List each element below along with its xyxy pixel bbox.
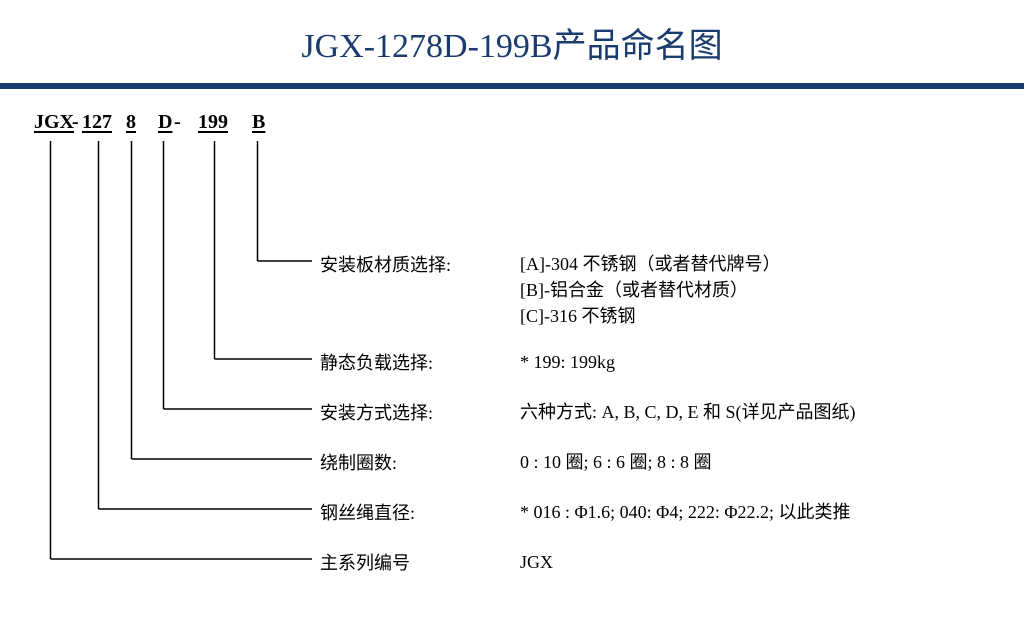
code-segment: 127	[82, 111, 112, 133]
value-line: JGX	[520, 549, 553, 575]
naming-diagram: JGX-1278D-199B 安装板材质选择:[A]-304 不锈钢（或者替代牌…	[0, 89, 1024, 609]
code-segment: 8	[126, 111, 136, 133]
value-line: * 016 : Φ1.6; 040: Φ4; 222: Φ22.2; 以此类推	[520, 499, 850, 525]
entry-value-series: JGX	[520, 549, 553, 575]
page-title: JGX-1278D-199B产品命名图	[301, 28, 722, 65]
page-header: JGX-1278D-199B产品命名图	[0, 0, 1024, 89]
code-segment: B	[252, 111, 265, 133]
entry-label-material: 安装板材质选择:	[320, 251, 451, 277]
code-part-3: D	[158, 111, 172, 134]
entry-label-diameter: 钢丝绳直径:	[320, 499, 415, 525]
value-line: [B]-铝合金（或者替代材质）	[520, 277, 780, 303]
code-part-4: 199	[198, 111, 228, 134]
code-part-1: 127	[82, 111, 112, 134]
entry-value-install: 六种方式: A, B, C, D, E 和 S(详见产品图纸)	[520, 399, 856, 425]
code-separator: -	[72, 111, 79, 134]
code-segment: 199	[198, 111, 228, 133]
code-separator: -	[174, 111, 181, 134]
code-segment: JGX	[34, 111, 74, 133]
value-line: * 199: 199kg	[520, 349, 615, 375]
entry-value-material: [A]-304 不锈钢（或者替代牌号）[B]-铝合金（或者替代材质）[C]-31…	[520, 251, 780, 329]
entry-label-coils: 绕制圈数:	[320, 449, 397, 475]
code-part-2: 8	[126, 111, 136, 134]
entry-value-diameter: * 016 : Φ1.6; 040: Φ4; 222: Φ22.2; 以此类推	[520, 499, 850, 525]
code-segment: D	[158, 111, 172, 133]
code-part-0: JGX	[34, 111, 74, 134]
entry-label-series: 主系列编号	[320, 549, 410, 575]
entry-value-load: * 199: 199kg	[520, 349, 615, 375]
value-line: [C]-316 不锈钢	[520, 303, 780, 329]
value-line: 0 : 10 圈; 6 : 6 圈; 8 : 8 圈	[520, 449, 712, 475]
value-line: 六种方式: A, B, C, D, E 和 S(详见产品图纸)	[520, 399, 856, 425]
entry-label-load: 静态负载选择:	[320, 349, 433, 375]
entry-label-install: 安装方式选择:	[320, 399, 433, 425]
code-part-5: B	[252, 111, 265, 134]
value-line: [A]-304 不锈钢（或者替代牌号）	[520, 251, 780, 277]
entry-value-coils: 0 : 10 圈; 6 : 6 圈; 8 : 8 圈	[520, 449, 712, 475]
connector-lines	[0, 89, 1024, 609]
